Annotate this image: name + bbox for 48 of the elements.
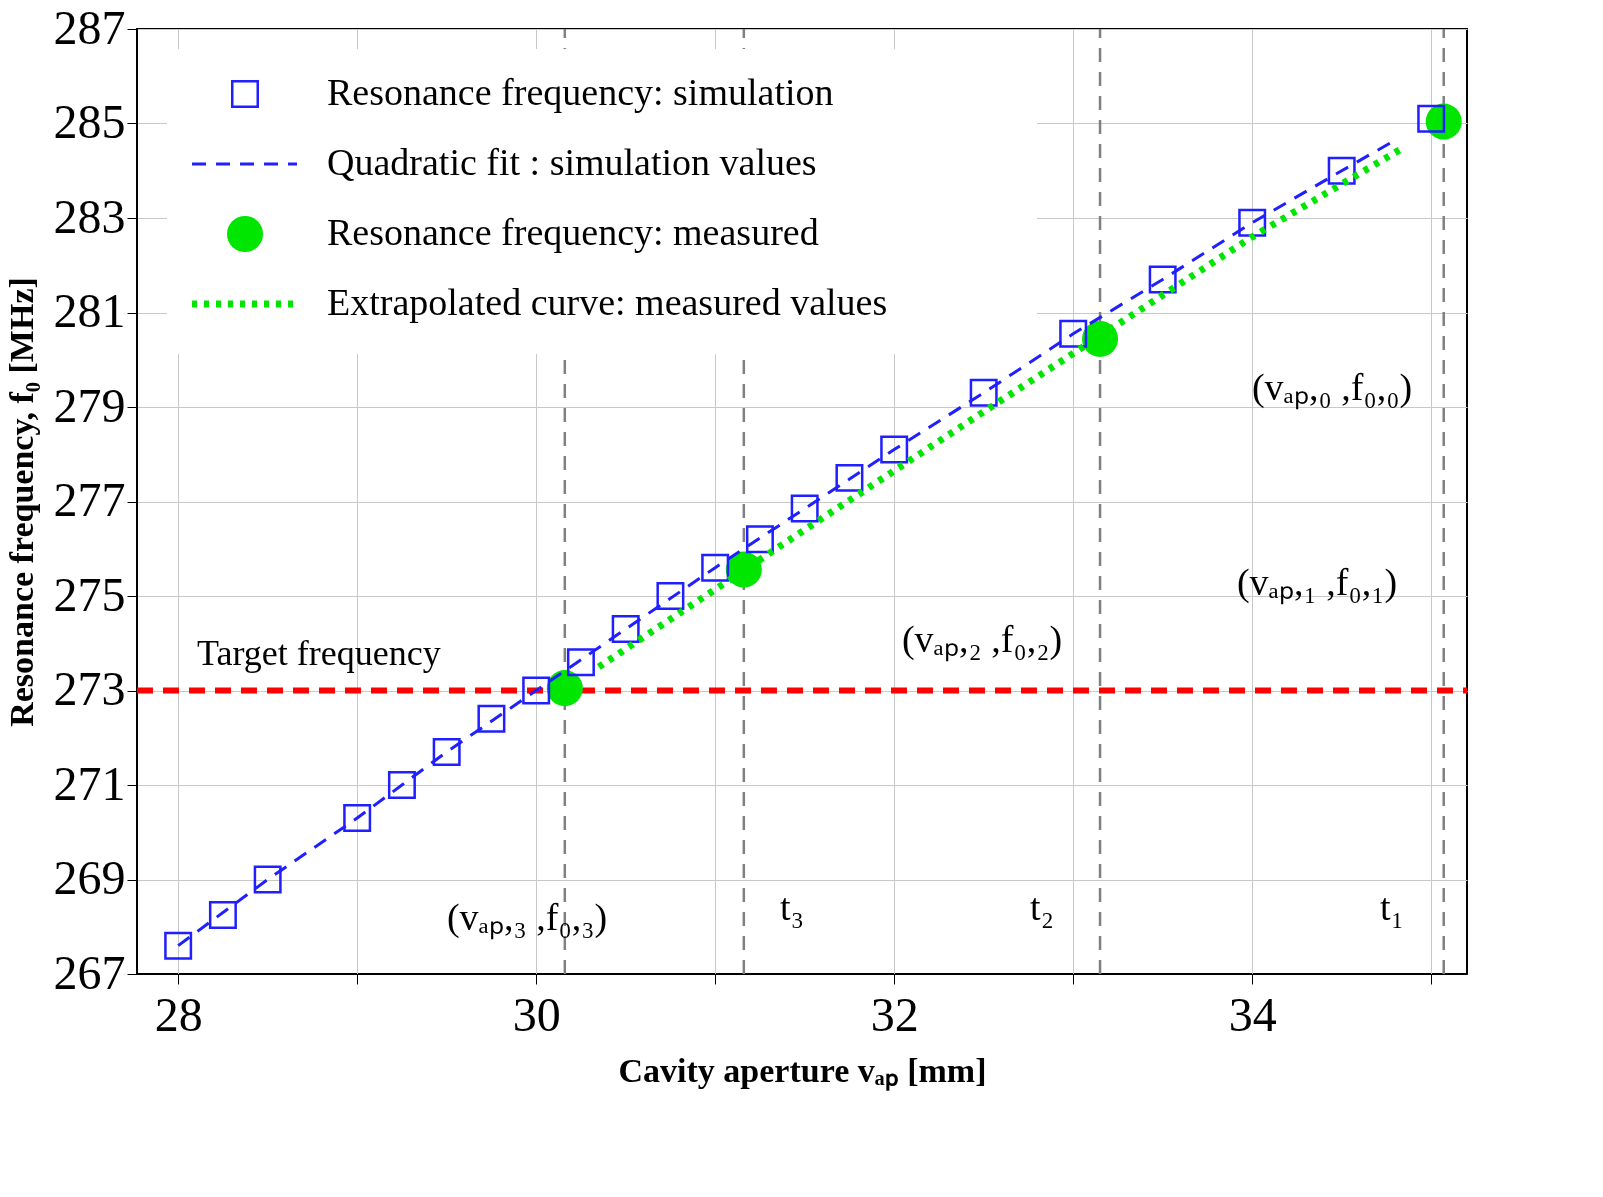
y-tick-label: 281 <box>53 284 126 337</box>
y-tick-label: 287 <box>53 0 126 54</box>
point <box>790 494 819 523</box>
y-tick-label: 269 <box>53 851 126 904</box>
annotation: (vₐₚ,₀ ,f₀,₀) <box>1251 366 1413 410</box>
point <box>387 771 416 799</box>
y-tick-label: 271 <box>53 756 126 810</box>
annotation: (vₐₚ,₂ ,f₀,₂) <box>901 618 1063 662</box>
y-tick-label: 285 <box>53 95 126 148</box>
x-tick-label: 30 <box>512 987 561 1041</box>
point <box>1148 265 1177 294</box>
point <box>253 865 282 894</box>
point <box>701 553 730 582</box>
point <box>477 704 506 733</box>
point <box>208 900 237 929</box>
x-tick-label: 28 <box>154 987 203 1041</box>
x-axis-title: Cavity aperture vₐₚ [mm] <box>618 1051 987 1091</box>
point <box>343 804 372 833</box>
x-tick-label: 32 <box>870 987 919 1041</box>
point <box>432 737 461 766</box>
y-tick-label: 275 <box>53 567 126 621</box>
y-tick-label: 273 <box>53 662 126 715</box>
y-tick-label: 277 <box>53 473 126 526</box>
point <box>969 378 998 407</box>
point <box>656 582 685 610</box>
y-axis-title: Resonance frequency, f₀ [MHz] <box>2 277 40 727</box>
y-tick-label: 283 <box>53 189 126 243</box>
point <box>745 525 774 554</box>
legend-label: Resonance frequency: measured <box>327 211 819 253</box>
y-tick-label: 279 <box>53 378 126 432</box>
legend-label: Extrapolated curve: measured values <box>327 281 888 323</box>
annotation: (vₐₚ,₃ ,f₀,₃) <box>446 896 608 940</box>
point <box>835 463 864 492</box>
point <box>164 931 193 960</box>
point <box>611 615 640 644</box>
ref-line-label: Target frequency <box>197 632 441 673</box>
annotation: (vₐₚ,₁ ,f₀,₁) <box>1236 561 1398 605</box>
annotation: t₁ <box>1380 886 1404 928</box>
point <box>880 435 909 464</box>
point <box>522 676 551 705</box>
legend-label: Quadratic fit : simulation values <box>327 141 817 183</box>
x-tick-label: 34 <box>1228 987 1277 1041</box>
legend-label: Resonance frequency: simulation <box>327 71 834 113</box>
point <box>1059 319 1088 348</box>
point <box>566 648 595 677</box>
annotation: t₂ <box>1030 886 1054 928</box>
annotation: t₃ <box>780 886 804 928</box>
y-tick-label: 267 <box>53 945 126 999</box>
